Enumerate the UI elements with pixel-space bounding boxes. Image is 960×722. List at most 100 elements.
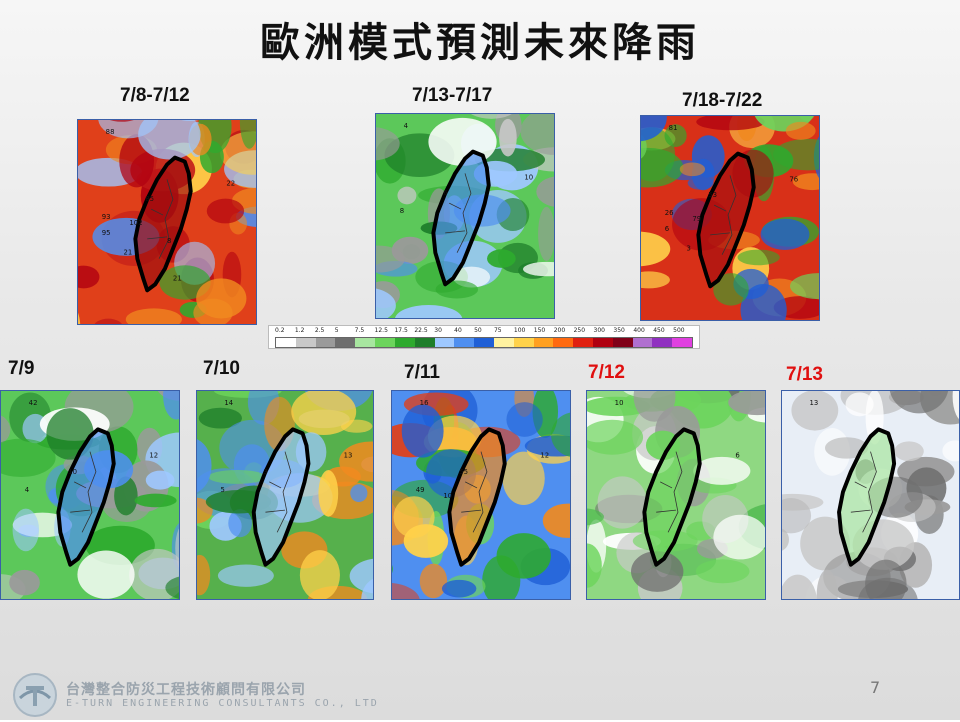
rainfall-value-label: 10 xyxy=(524,173,533,181)
map-svg: 4 10 6 8 xyxy=(376,114,554,318)
taiwan-land xyxy=(698,153,754,287)
county-borders xyxy=(70,451,97,533)
rainfall-value-label: 10 xyxy=(443,492,452,500)
rainfall-blob xyxy=(419,563,448,599)
rainfall-blob xyxy=(318,470,339,517)
rainfall-blob xyxy=(145,470,175,490)
rainfall-blob xyxy=(394,305,463,318)
rainfall-value-label: 4 xyxy=(25,486,30,494)
rainfall-map-7-13: 13 xyxy=(781,390,960,600)
rainfall-blob xyxy=(487,249,516,268)
colorbar-tick-label: 75 xyxy=(493,327,502,334)
rainfall-blob xyxy=(587,508,605,526)
rainfall-value-label: 6 xyxy=(443,189,447,197)
rainfall-blob xyxy=(435,280,479,299)
rainfall-value-label: 8 xyxy=(400,207,404,215)
rainfall-blob xyxy=(228,509,252,538)
colorbar-tick-label: 22.5 xyxy=(414,327,428,334)
colorbar-swatch xyxy=(434,338,455,347)
rainfall-blob xyxy=(641,116,667,142)
company-name-cn: 台灣整合防災工程技術顧問有限公司 xyxy=(66,682,306,698)
colorbar-swatch xyxy=(454,338,475,347)
rainfall-blob xyxy=(77,550,135,599)
taiwan-land xyxy=(449,429,505,565)
day-label-5: 7/13 xyxy=(786,364,823,385)
taiwan-land xyxy=(253,429,309,565)
rainfall-map-7-10: 14 13 3 5 xyxy=(196,390,374,600)
rainfall-value-label: 3 xyxy=(686,245,690,253)
rainfall-blob xyxy=(78,265,100,289)
rainfall-value-label: 5 xyxy=(220,486,224,494)
rainfall-blob xyxy=(728,391,765,416)
taiwan-outline xyxy=(837,427,897,567)
rainfall-blob xyxy=(198,407,242,429)
colorbar-tick-label: 2.5 xyxy=(314,327,325,334)
rainfall-blob xyxy=(695,559,750,584)
colorbar-swatch xyxy=(474,338,494,347)
period-label-3: 7/18-7/22 xyxy=(682,90,763,111)
rainfall-value-label: 93 xyxy=(102,213,111,221)
rainfall-blob xyxy=(790,273,819,300)
rainfall-blob xyxy=(376,127,400,161)
county-borders xyxy=(445,173,472,253)
rainfall-blob xyxy=(737,249,780,266)
rainfall-blob xyxy=(197,554,211,596)
rainfall-blob xyxy=(664,124,687,147)
taiwan-outline xyxy=(133,155,193,293)
rainfall-value-label: 76 xyxy=(789,175,798,183)
colorbar-swatch xyxy=(394,338,415,347)
county-borders xyxy=(265,451,292,533)
colorbar-swatch xyxy=(276,338,296,347)
rainfall-value-label: 21 xyxy=(123,249,132,257)
colorbar-swatch xyxy=(315,338,336,347)
colorbar-swatch xyxy=(672,338,693,347)
rainfall-blob xyxy=(138,120,201,160)
rainfall-map-7-13-to-7-17: 4 10 6 8 xyxy=(375,113,555,319)
colorbar-swatch xyxy=(513,338,534,347)
rainfall-value-label: 49 xyxy=(416,486,425,494)
rainfall-blob xyxy=(782,528,789,551)
taiwan-outline xyxy=(56,427,116,567)
colorbar-tick-label: 150 xyxy=(533,327,546,334)
rainfall-value-label: 16 xyxy=(420,399,429,407)
day-label-2: 7/10 xyxy=(203,358,240,379)
page-title: 歐洲模式預測未來降雨 xyxy=(260,20,700,66)
rainfall-blob xyxy=(587,419,644,455)
colorbar-tick-label: 100 xyxy=(513,327,526,334)
rainfall-blob xyxy=(208,469,266,484)
rainfall-map-7-9: 42 12 10 4 xyxy=(0,390,180,600)
colorbar-tick-label: 40 xyxy=(454,327,462,334)
rainfall-value-label: 10 xyxy=(615,399,624,407)
taiwan-outline xyxy=(696,151,756,289)
colorbar-swatch xyxy=(612,338,633,347)
rainfall-value-label: 8 xyxy=(167,237,171,245)
rainfall-blob xyxy=(9,569,40,596)
rainfall-blob xyxy=(542,503,570,538)
colorbar-swatch xyxy=(632,338,653,347)
map-svg: 10 6 xyxy=(587,391,765,599)
rainfall-blob xyxy=(217,564,274,587)
company-name-en: E-TURN ENGINEERING CONSULTANTS CO., LTD xyxy=(66,698,379,709)
day-label-3: 7/11 xyxy=(404,362,440,383)
rainfall-value-label: 10 xyxy=(68,468,77,476)
rainfall-blob xyxy=(816,569,838,599)
rainfall-blob xyxy=(94,318,122,324)
map-svg: 42 12 10 4 xyxy=(1,391,179,599)
rainfall-value-label: 79 xyxy=(692,215,701,223)
rainfall-value-label: 95 xyxy=(102,229,111,237)
colorbar-tick-label: 7.5 xyxy=(354,327,365,334)
rainfall-value-label: 81 xyxy=(669,124,678,132)
rainfall-blob xyxy=(206,198,245,224)
rainfall-blob xyxy=(165,576,179,599)
rainfall-map-7-8-to-7-12: 88 22 85 93 102 95 21 21 8 xyxy=(77,119,257,325)
colorbar-tick-label: 0.2 xyxy=(275,327,285,334)
rainfall-blob xyxy=(502,451,545,505)
rainfall-blob xyxy=(393,496,435,539)
colorbar-tick-label: 17.5 xyxy=(394,327,408,334)
rainfall-blob xyxy=(401,404,444,458)
rainfall-blob xyxy=(679,162,706,177)
rainfall-blob xyxy=(538,206,554,261)
colorbar-tick-label: 12.5 xyxy=(374,327,388,334)
rainfall-blob xyxy=(1,415,11,444)
rainfall-map-7-12: 10 6 xyxy=(586,390,766,600)
